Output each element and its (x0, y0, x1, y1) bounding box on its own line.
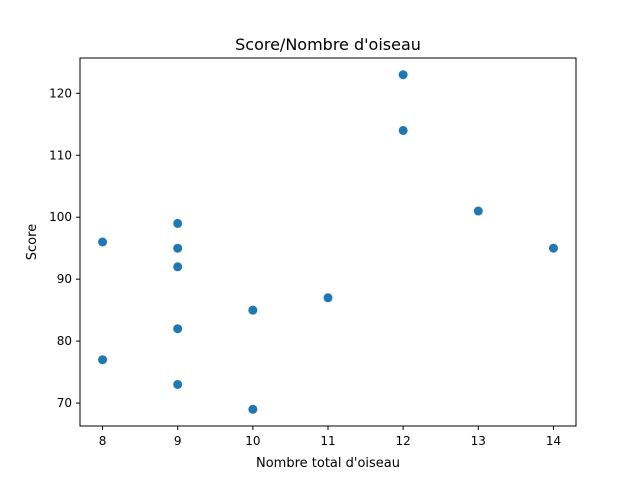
data-point (473, 206, 483, 216)
y-tick-label: 110 (49, 148, 72, 162)
x-tick-label: 14 (546, 434, 561, 448)
x-tick-label: 8 (99, 434, 107, 448)
x-tick-label: 11 (320, 434, 335, 448)
data-point (173, 324, 183, 334)
y-tick-label: 100 (49, 210, 72, 224)
data-point (98, 237, 108, 247)
data-point (173, 379, 183, 389)
plot-frame (79, 57, 577, 427)
y-tick-label: 90 (57, 272, 72, 286)
data-point (398, 70, 408, 80)
data-point (98, 355, 108, 365)
x-tick-label: 12 (396, 434, 411, 448)
data-point (398, 125, 408, 135)
data-point (548, 243, 558, 253)
x-axis-label: Nombre total d'oiseau (256, 456, 400, 471)
x-tick-label: 9 (174, 434, 182, 448)
data-points (98, 70, 558, 414)
axis-ticks: 8 9 10 11 12 13 14 70 80 90 100 110 120 (49, 86, 561, 448)
data-point (173, 243, 183, 253)
x-tick-label: 10 (245, 434, 260, 448)
data-point (323, 293, 333, 303)
data-point (173, 262, 183, 272)
y-tick-label: 120 (49, 86, 72, 100)
data-point (248, 305, 258, 315)
y-tick-label: 70 (57, 396, 72, 410)
y-tick-label: 80 (57, 334, 72, 348)
data-point (248, 404, 258, 414)
data-point (173, 218, 183, 228)
y-axis-label: Score (25, 224, 40, 260)
chart-title: Score/Nombre d'oiseau (235, 35, 421, 54)
x-tick-label: 13 (471, 434, 486, 448)
